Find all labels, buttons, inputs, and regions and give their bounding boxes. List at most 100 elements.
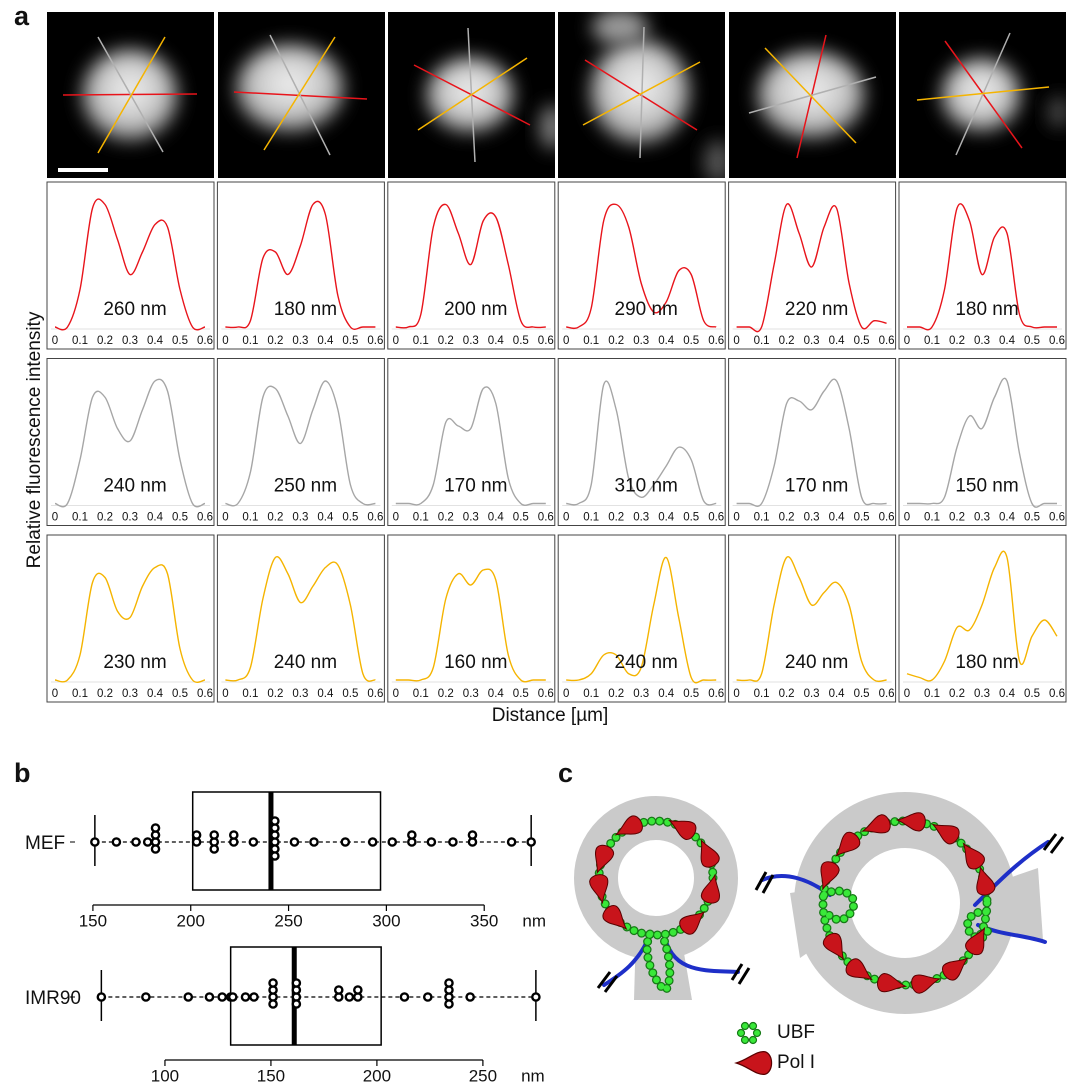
x-tick-label: 0.4 [317,335,334,347]
x-tick-label: 0 [222,688,228,700]
peak-distance: 230 nm [103,652,166,673]
peak-distance: 240 nm [103,476,166,497]
x-tick-label: 0.1 [242,335,258,347]
x-tick-label: 0.3 [122,335,138,347]
x-tick-label: 0 [52,688,58,700]
data-point [293,1000,300,1007]
x-tick-label: 0.3 [974,512,990,524]
x-tick-label: 200 [363,1066,391,1084]
legend: UBF Pol I [736,1022,815,1074]
x-tick-label: 0.1 [583,512,599,524]
data-point [219,993,226,1000]
x-tick-label: 0.4 [488,512,505,524]
x-tick-label: 0.3 [804,512,820,524]
x-tick-label: 0.4 [829,335,846,347]
category-label: MEF [25,833,65,854]
data-point [293,979,300,986]
x-tick-label: 0 [393,335,399,347]
data-point [250,993,257,1000]
panel-label: a [14,1,30,31]
x-tick-label: 0.6 [367,688,383,700]
y-axis-label: Relative fluorescence intensity [24,311,45,568]
x-tick-label: 0.4 [999,688,1016,700]
x-tick-label: 0.1 [583,335,599,347]
x-tick-label: 0.2 [97,335,113,347]
data-point [408,831,415,838]
data-point [389,838,396,845]
legend-label: UBF [777,1022,815,1043]
data-point [269,1000,276,1007]
x-tick-label: 0.5 [683,335,699,347]
data-point [271,817,278,824]
data-point [346,993,353,1000]
plot-frame [47,359,214,526]
x-tick-label: 0.6 [708,335,724,347]
plot-frame [388,359,555,526]
x-tick-label: 0 [733,512,739,524]
data-point [401,993,408,1000]
x-tick-label: 0.5 [1024,688,1040,700]
peak-distance: 240 nm [785,652,848,673]
x-tick-label: 0.3 [292,688,308,700]
peak-distance: 160 nm [444,652,507,673]
data-point [424,993,431,1000]
x-tick-label: 0 [904,688,910,700]
x-tick-label: 0.1 [72,512,88,524]
peak-distance: 180 nm [955,299,1018,320]
x-tick-label: 0.3 [633,688,649,700]
plot-frame [217,535,384,702]
image [218,12,385,178]
peak-distance: 310 nm [615,476,678,497]
x-tick-label: 350 [470,911,498,930]
x-tick-label: 0.2 [949,688,965,700]
peak-distance: 170 nm [785,476,848,497]
box [193,792,381,890]
x-tick-label: 0.4 [658,335,675,347]
data-point [242,993,249,1000]
plot-frame [47,535,214,702]
x-tick-label: 200 [177,911,205,930]
plot-frame [899,359,1066,526]
x-tick-label: 0.4 [488,688,505,700]
x-tick-label: 0.4 [829,512,846,524]
x-tick-label: 0 [222,512,228,524]
peak-distance: 220 nm [785,299,848,320]
x-tick-label: 0.2 [267,688,283,700]
x-tick-label: 0.3 [122,512,138,524]
x-tick-label: 0.5 [172,512,188,524]
x-tick-label: 0.5 [1024,512,1040,524]
x-tick-label: 0.4 [147,335,164,347]
x-tick-label: 0.3 [122,688,138,700]
x-tick-label: 0.1 [754,512,770,524]
x-tick-label: 0.4 [488,335,505,347]
data-point [152,824,159,831]
x-tick-label: 0.2 [438,512,454,524]
peak-distance: 180 nm [274,299,337,320]
data-point [206,993,213,1000]
x-tick-label: 0.5 [854,688,870,700]
data-point [193,831,200,838]
data-point [250,838,257,845]
data-point [469,831,476,838]
microscopy-images [47,9,1071,184]
x-tick-label: 250 [469,1066,497,1084]
x-tick-label: 0.2 [949,512,965,524]
data-point [369,838,376,845]
x-axis-label: Distance [µm] [492,705,609,726]
data-point [152,845,159,852]
x-tick-label: 0 [563,688,569,700]
data-point [91,838,98,845]
x-tick-label: 0.2 [608,335,624,347]
x-tick-label: 0.6 [538,512,554,524]
x-tick-label: 0.6 [879,688,895,700]
x-tick-label: 0.1 [72,335,88,347]
x-tick-label: 0 [222,335,228,347]
x-tick-label: 0.1 [72,688,88,700]
x-tick-label: 0.2 [438,688,454,700]
x-tick-label: 100 [151,1066,179,1084]
x-tick-label: 0.5 [172,335,188,347]
peak-distance: 200 nm [444,299,507,320]
x-tick-label: 0.1 [924,512,940,524]
x-tick-label: 0 [52,335,58,347]
peak-distance: 240 nm [615,652,678,673]
